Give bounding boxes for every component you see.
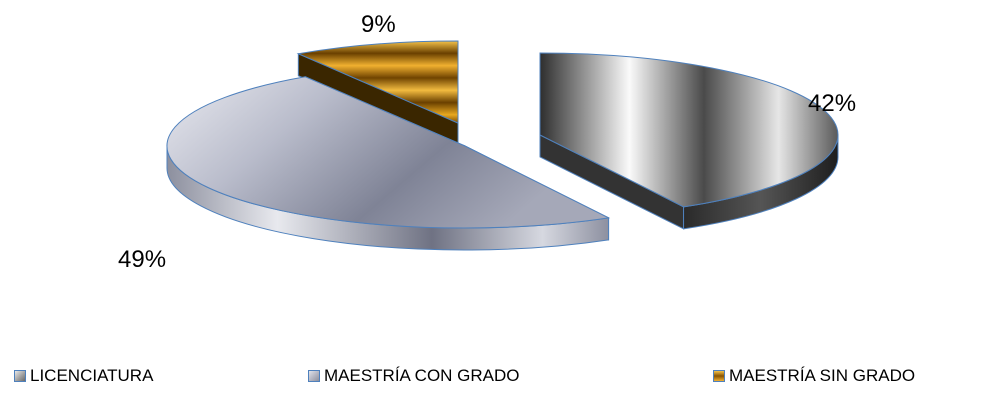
legend-item-maestria-sin-grado: MAESTRÍA SIN GRADO — [713, 366, 915, 386]
legend-item-maestria-con-grado: MAESTRÍA CON GRADO — [308, 366, 520, 386]
data-label-maestria-con-grado: 49% — [118, 246, 166, 273]
legend-swatch-maestria-con-grado — [308, 370, 320, 382]
pie-slice-maestria-con-grado — [166, 76, 611, 251]
legend-swatch-licenciatura — [14, 370, 26, 382]
legend-swatch-maestria-sin-grado — [713, 370, 725, 382]
pie-slice-maestria-sin-grado — [296, 40, 459, 146]
data-label-licenciatura: 42% — [808, 90, 856, 117]
legend-item-licenciatura: LICENCIATURA — [14, 366, 153, 386]
legend: LICENCIATURA MAESTRÍA CON GRADO MAESTRÍA… — [0, 366, 997, 392]
pie-slice-top-licenciatura — [539, 52, 839, 208]
legend-label-maestria-con-grado: MAESTRÍA CON GRADO — [324, 366, 520, 385]
pie-slice-licenciatura — [539, 52, 839, 230]
legend-label-maestria-sin-grado: MAESTRÍA SIN GRADO — [729, 366, 916, 385]
legend-label-licenciatura: LICENCIATURA — [30, 366, 154, 385]
data-label-maestria-sin-grado: 9% — [361, 11, 396, 38]
pie-slice-top-maestria-con-grado — [166, 76, 611, 229]
pie-slice-top-maestria-sin-grado — [296, 40, 459, 124]
